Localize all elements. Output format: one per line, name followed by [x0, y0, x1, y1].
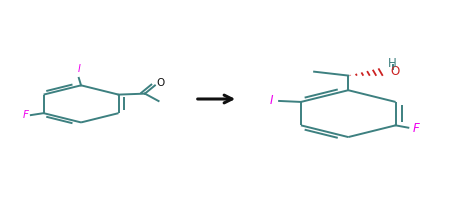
- Text: O: O: [156, 78, 164, 89]
- Text: I: I: [270, 94, 273, 107]
- Text: H: H: [388, 57, 397, 69]
- Text: F: F: [413, 122, 420, 135]
- Text: O: O: [390, 65, 399, 78]
- Text: F: F: [22, 110, 28, 121]
- Text: I: I: [77, 64, 80, 74]
